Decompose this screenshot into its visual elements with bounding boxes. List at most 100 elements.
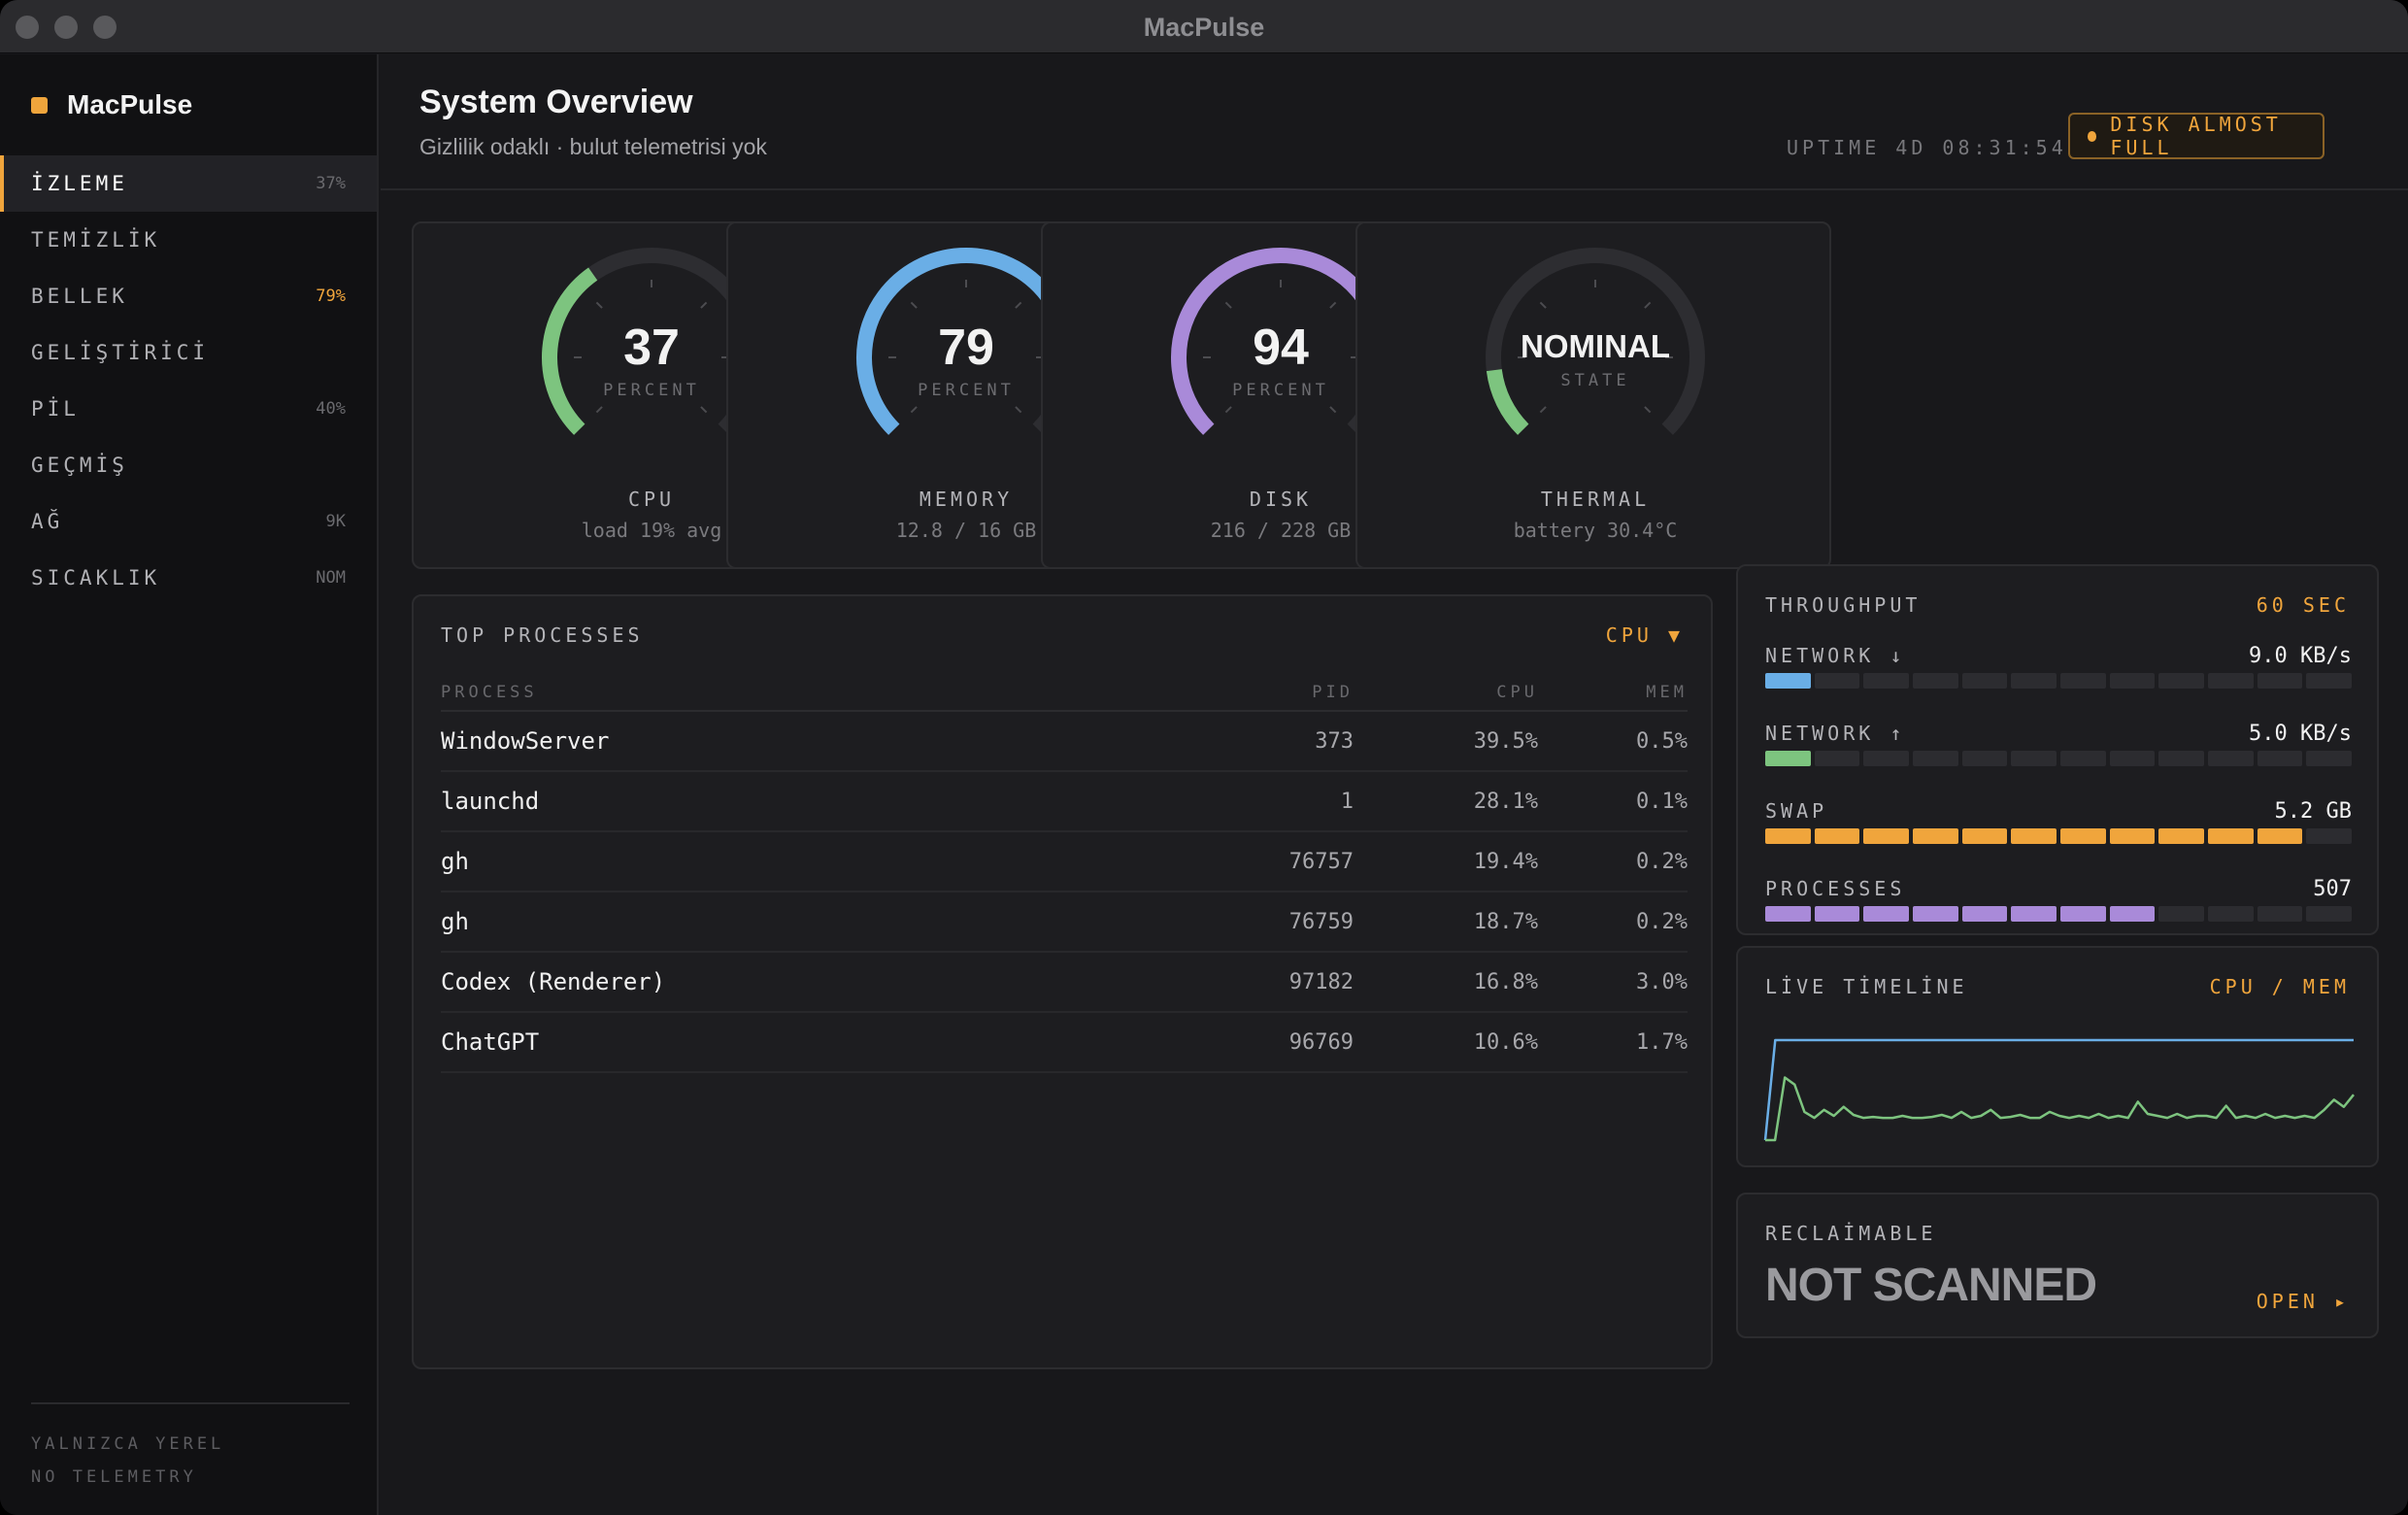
- gauge-tick: [1224, 301, 1232, 309]
- sidebar-item-label: TEMİZLİK: [31, 228, 161, 252]
- bar-segment: [1961, 751, 2008, 766]
- gauge-tick: [595, 406, 603, 414]
- bar-segment: [2208, 673, 2254, 689]
- processes-title: TOP PROCESSES: [441, 623, 644, 647]
- bar-segment: [1913, 673, 1958, 689]
- process-cpu-cell: 16.8%: [1354, 952, 1538, 1013]
- process-mem-cell: 0.2%: [1538, 831, 1688, 892]
- throughput-segment-bar: [1765, 828, 2353, 844]
- window-title: MacPulse: [1143, 13, 1265, 42]
- column-header-pid[interactable]: PID: [1179, 674, 1354, 712]
- column-header-cpu[interactable]: CPU: [1354, 674, 1538, 712]
- sidebar-footer: YALNIZCA YEREL NO TELEMETRY: [31, 1402, 350, 1494]
- throughput-value: 507: [2313, 877, 2352, 901]
- process-pid-cell: 76757: [1179, 831, 1354, 892]
- timeline-series-badge[interactable]: CPU / MEM: [2209, 975, 2350, 998]
- bar-segment: [2011, 828, 2057, 844]
- column-header-process[interactable]: PROCESS: [441, 674, 1179, 712]
- gauge-tick: [1539, 406, 1547, 414]
- sidebar-item-meta: NOM: [316, 568, 346, 588]
- gauge-tick: [1015, 406, 1022, 414]
- sidebar-item-2[interactable]: BELLEK 79%: [0, 268, 377, 324]
- bar-segment: [2158, 828, 2205, 844]
- sidebar-item-label: SICAKLIK: [31, 566, 161, 589]
- bar-segment: [2158, 906, 2205, 922]
- gauge-value: 37: [623, 320, 680, 376]
- table-row[interactable]: launchd 1 28.1% 0.1%: [441, 771, 1688, 832]
- bar-segment: [2306, 828, 2353, 844]
- process-name-cell: ChatGPT: [441, 1012, 1179, 1073]
- gauge-tick: [1644, 301, 1652, 309]
- open-reclaimable-button[interactable]: OPEN ▸: [2256, 1290, 2350, 1313]
- process-mem-cell: 1.7%: [1538, 1012, 1688, 1073]
- table-row[interactable]: gh 76757 19.4% 0.2%: [441, 831, 1688, 892]
- gauge-track: [1486, 248, 1705, 435]
- bar-segment: [2158, 673, 2205, 689]
- timeline-series-cpu: [1765, 1076, 2355, 1142]
- disk-alert-badge[interactable]: DISK ALMOST FULL: [2068, 113, 2324, 159]
- main-content: System Overview Gizlilik odaklı · bulut …: [381, 54, 2408, 1515]
- process-mem-cell: 0.2%: [1538, 892, 1688, 953]
- brand-name: MacPulse: [67, 89, 193, 119]
- bar-segment: [2257, 828, 2303, 844]
- gauge-tick: [595, 301, 603, 309]
- gauge-tick: [1539, 301, 1547, 309]
- table-row[interactable]: Codex (Renderer) 97182 16.8% 3.0%: [441, 952, 1688, 1013]
- gauge-unit: STATE: [1560, 371, 1630, 390]
- throughput-window-badge[interactable]: 60 SEC: [2256, 593, 2350, 617]
- bar-segment: [2109, 673, 2156, 689]
- sidebar-item-7[interactable]: SICAKLIK NOM: [0, 550, 377, 606]
- sidebar-item-5[interactable]: GEÇMİŞ: [0, 437, 377, 493]
- sidebar-item-meta: 37%: [316, 174, 346, 193]
- gauge-value-arc: [542, 267, 598, 435]
- page-subtitle: Gizlilik odaklı · bulut telemetrisi yok: [419, 134, 767, 159]
- throughput-label: PROCESSES: [1765, 877, 1906, 900]
- gauge-value: 94: [1253, 320, 1309, 376]
- processes-sort-dropdown[interactable]: CPU ▼: [1605, 623, 1684, 647]
- timeline-title: LİVE TİMELİNE: [1765, 975, 1968, 998]
- sidebar-item-6[interactable]: AĞ 9K: [0, 493, 377, 550]
- throughput-value: 5.0 KB/s: [2249, 722, 2352, 746]
- throughput-segment-bar: [1765, 751, 2353, 766]
- throughput-title: THROUGHPUT: [1765, 593, 1922, 617]
- bar-segment: [2060, 906, 2106, 922]
- throughput-segment-bar: [1765, 673, 2353, 689]
- page-title: System Overview: [419, 84, 693, 120]
- close-window-button[interactable]: [16, 16, 39, 39]
- process-cpu-cell: 19.4%: [1354, 831, 1538, 892]
- bar-segment: [2011, 673, 2057, 689]
- gauge-tick: [700, 301, 708, 309]
- zoom-window-button[interactable]: [93, 16, 117, 39]
- bar-segment: [2158, 751, 2205, 766]
- process-cpu-cell: 10.6%: [1354, 1012, 1538, 1073]
- gauge-unit: PERCENT: [603, 381, 700, 400]
- sidebar-nav: İZLEME 37% TEMİZLİK BELLEK 79% GELİŞTİRİCİ PİL…: [0, 155, 377, 606]
- table-row[interactable]: ChatGPT 96769 10.6% 1.7%: [441, 1012, 1688, 1073]
- gauge-detail: battery 30.4°C: [1513, 519, 1678, 542]
- process-cpu-cell: 18.7%: [1354, 892, 1538, 953]
- gauge-card-thermal[interactable]: NOMINAL STATE THERMAL battery 30.4°C: [1355, 221, 1831, 569]
- column-header-mem[interactable]: MEM: [1538, 674, 1688, 712]
- throughput-label: NETWORK ↓: [1765, 644, 1906, 667]
- table-row[interactable]: WindowServer 373 39.5% 0.5%: [441, 711, 1688, 772]
- minimize-window-button[interactable]: [54, 16, 78, 39]
- sidebar-item-meta: 79%: [316, 286, 346, 306]
- process-pid-cell: 76759: [1179, 892, 1354, 953]
- bar-segment: [2208, 828, 2254, 844]
- sidebar-item-3[interactable]: GELİŞTİRİCİ: [0, 324, 377, 381]
- sidebar-item-0[interactable]: İZLEME 37%: [0, 155, 377, 212]
- sidebar-item-label: GELİŞTİRİCİ: [31, 341, 210, 364]
- gauge-name: MEMORY: [919, 488, 1014, 511]
- table-row[interactable]: gh 76759 18.7% 0.2%: [441, 892, 1688, 953]
- table-header-row: PROCESS PID CPU MEM: [441, 674, 1688, 712]
- uptime-readout: UPTIME 4D 08:31:54: [1787, 136, 2067, 159]
- sidebar-item-label: PİL: [31, 397, 80, 421]
- sidebar: MacPulse İZLEME 37% TEMİZLİK BELLEK 79% GELİŞ…: [0, 54, 379, 1515]
- bar-segment: [2109, 828, 2156, 844]
- bar-segment: [2109, 906, 2156, 922]
- reclaimable-card: RECLAİMABLE NOT SCANNED OPEN ▸: [1736, 1193, 2379, 1338]
- gauge-tick: [1329, 406, 1337, 414]
- sidebar-item-1[interactable]: TEMİZLİK: [0, 212, 377, 268]
- sidebar-item-4[interactable]: PİL 40%: [0, 381, 377, 437]
